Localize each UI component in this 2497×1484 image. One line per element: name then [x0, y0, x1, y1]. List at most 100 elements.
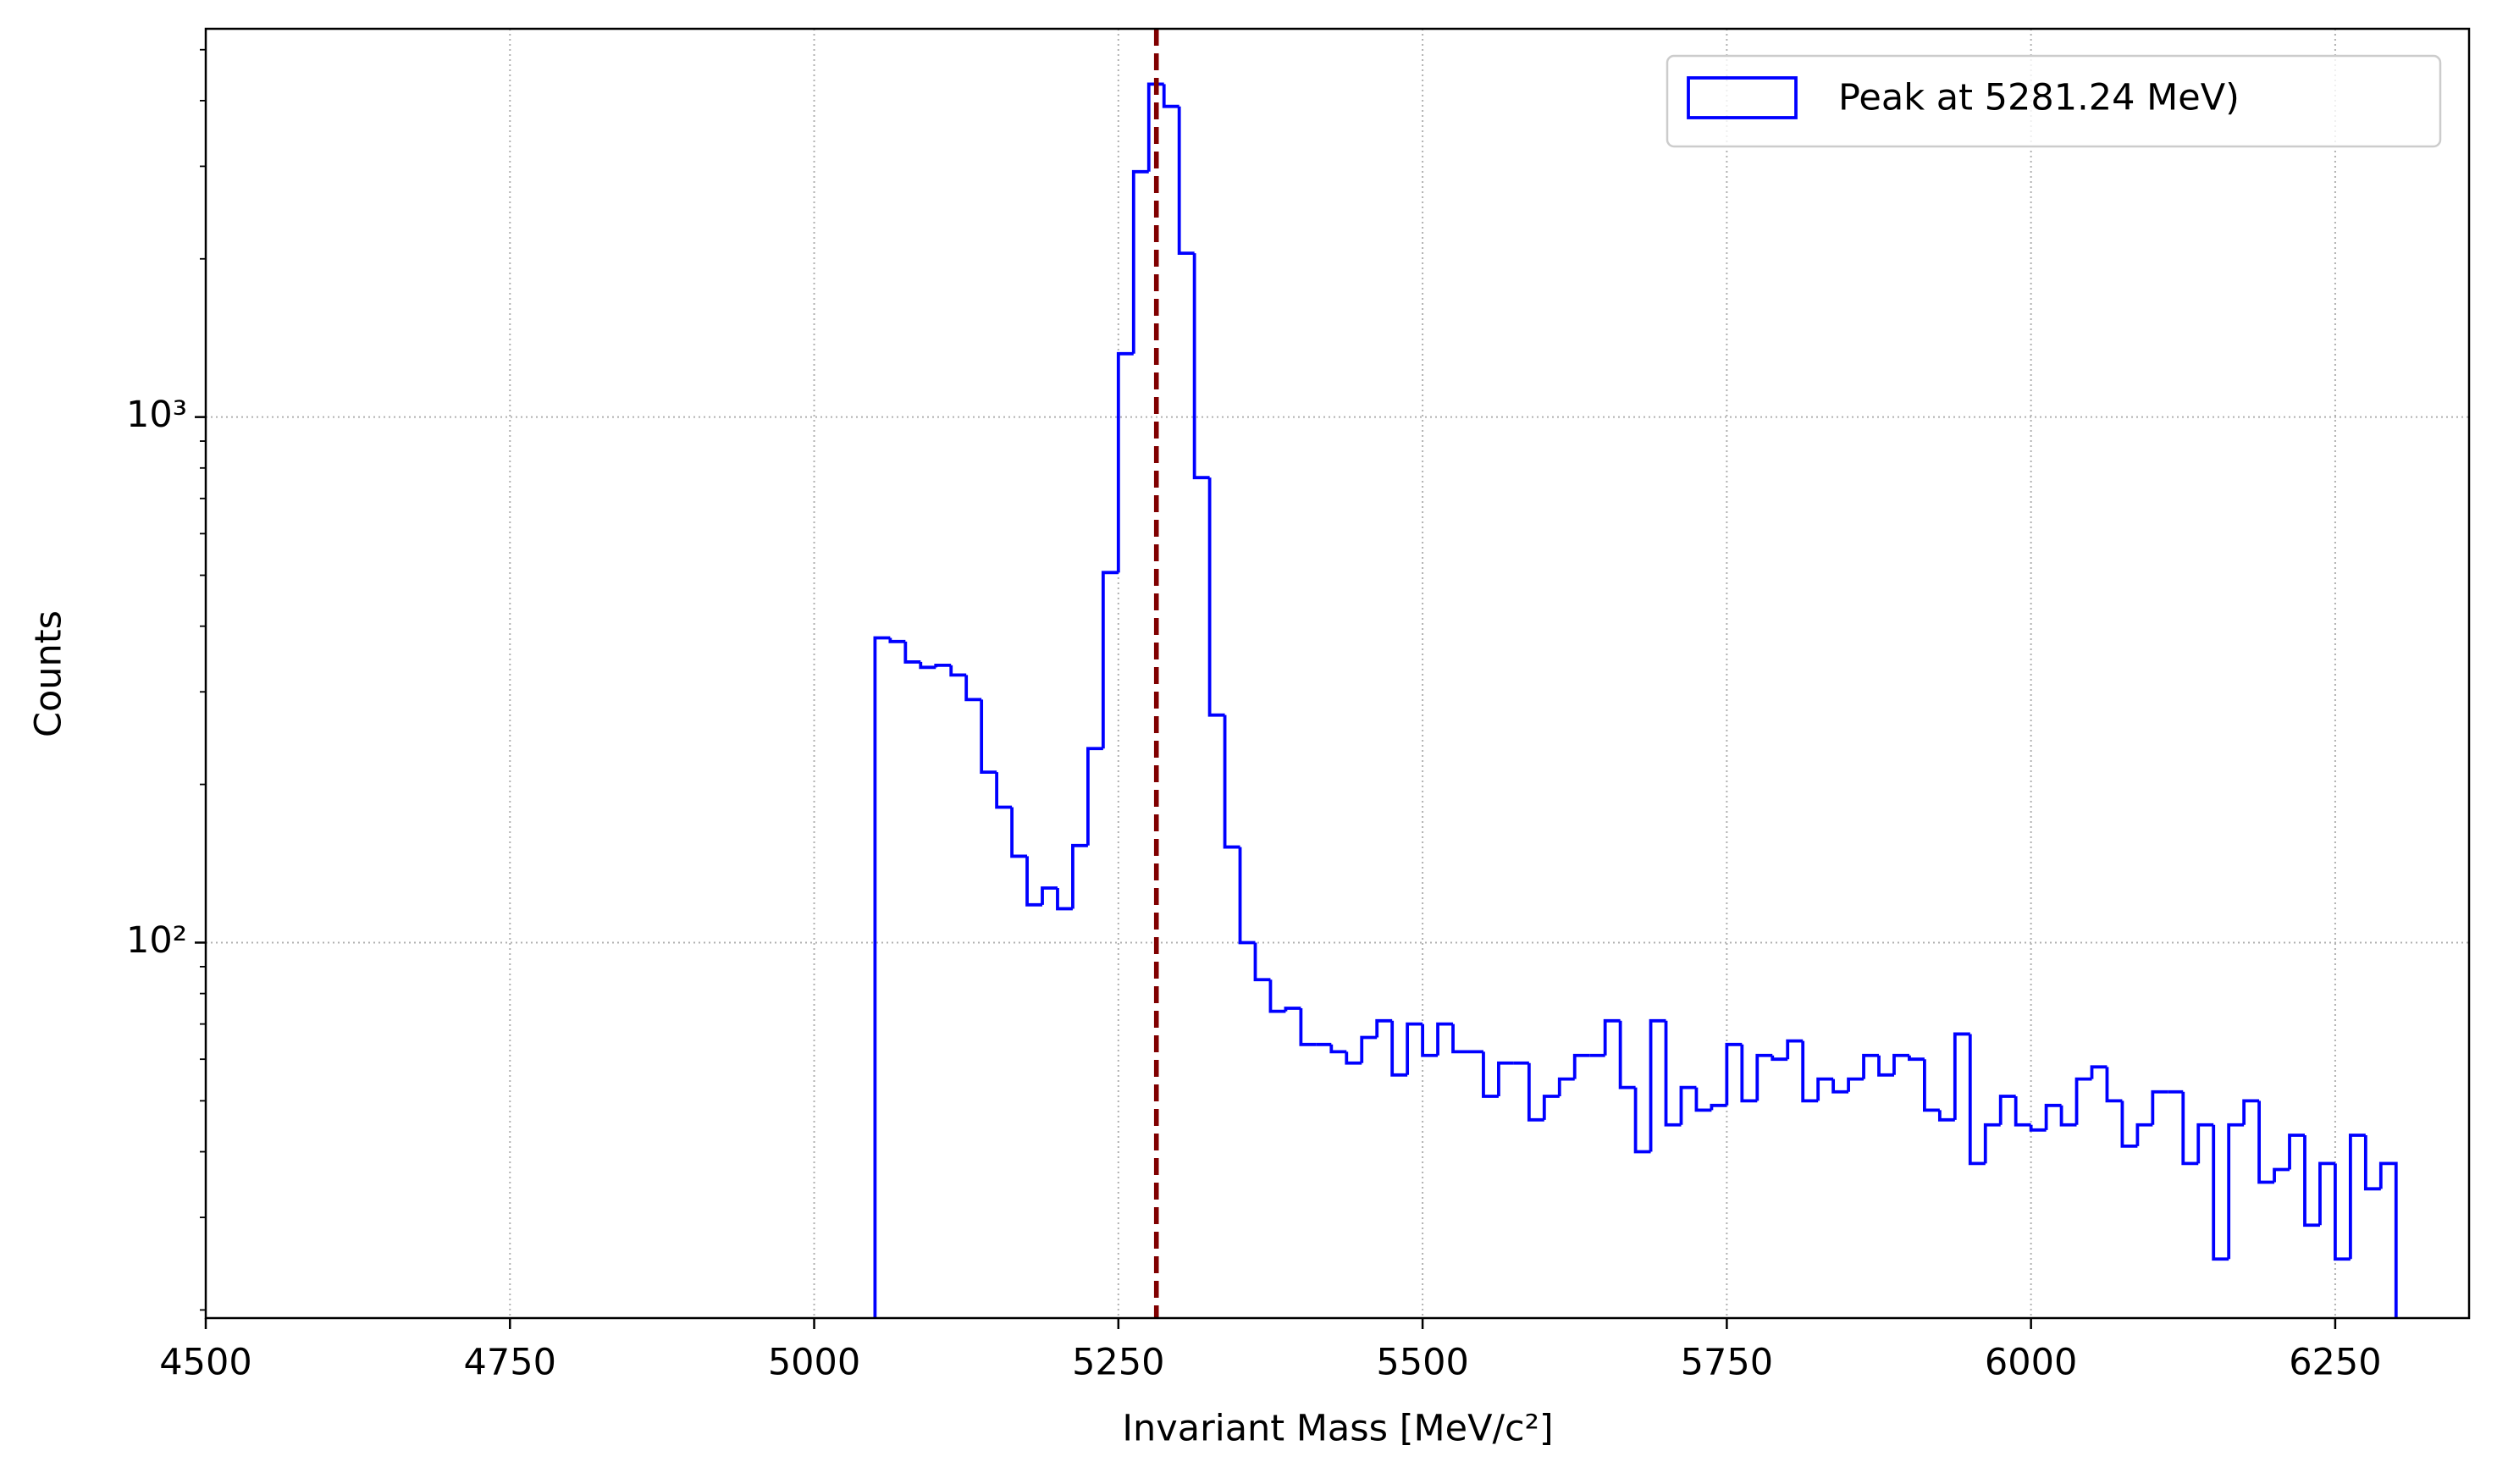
histogram-bin — [1603, 1018, 1621, 1056]
histogram-bin — [1983, 1123, 2001, 1164]
histogram-bin — [1710, 1103, 1727, 1111]
histogram-bin — [1527, 1062, 1544, 1122]
histogram-bin — [2227, 1123, 2245, 1260]
x-tick-label: 5500 — [1376, 1342, 1468, 1384]
histogram-bin — [1192, 253, 1210, 480]
legend-swatch — [1687, 76, 1798, 119]
histogram-bin — [1253, 942, 1271, 982]
x-axis-label: Invariant Mass [MeV/c²] — [1122, 1408, 1553, 1450]
histogram-bin — [2151, 1090, 2168, 1125]
histogram-bin — [1877, 1055, 1894, 1077]
histogram-bin — [964, 675, 982, 702]
x-tick-label: 5750 — [1681, 1342, 1773, 1384]
histogram-bin — [1908, 1055, 1925, 1062]
histogram-bin — [1436, 1022, 1454, 1056]
histogram-bin — [1482, 1051, 1499, 1098]
histogram-bin — [1923, 1059, 1940, 1112]
histogram-bin — [1801, 1040, 1819, 1103]
x-tick-label: 5000 — [768, 1342, 860, 1384]
histogram-bin — [1725, 1042, 1743, 1106]
histogram-bin — [873, 636, 891, 1318]
histogram-bin — [903, 641, 921, 664]
histogram-bin — [980, 699, 997, 775]
histogram-bin — [1406, 1022, 1423, 1075]
histogram-bin — [995, 772, 1013, 809]
legend-label: Peak at 5281.24 MeV) — [1838, 77, 2240, 119]
plot-frame — [204, 27, 2471, 1320]
histogram-bin — [2273, 1167, 2290, 1183]
x-tick-label: 4750 — [464, 1342, 556, 1384]
histogram-bin — [2196, 1123, 2214, 1164]
x-tick-label: 5250 — [1072, 1342, 1164, 1384]
histogram-bin — [2120, 1101, 2138, 1148]
histogram-bin — [1451, 1023, 1468, 1054]
histogram-bin — [2318, 1161, 2335, 1226]
y-axis-label: Counts — [28, 610, 70, 737]
histogram-bin — [1162, 84, 1179, 108]
histogram-bin — [2044, 1103, 2062, 1130]
histogram-bin — [2059, 1105, 2077, 1127]
histogram-bin — [1421, 1023, 1439, 1057]
histogram-bin — [934, 664, 952, 668]
histogram-bin — [1116, 351, 1134, 573]
histogram-bin — [919, 661, 936, 670]
histogram-bin — [1207, 477, 1225, 717]
histogram-bin — [2105, 1067, 2123, 1103]
histogram-bin — [2257, 1101, 2275, 1184]
histogram-bin — [2288, 1134, 2305, 1170]
histogram-bin — [2378, 1161, 2398, 1318]
histogram-bin — [1847, 1077, 1864, 1092]
histogram-bin — [1056, 888, 1073, 911]
histogram-bin — [1375, 1018, 1393, 1038]
x-tick-label: 4500 — [159, 1342, 251, 1384]
histogram-bin — [2242, 1099, 2260, 1125]
histogram-bin — [1041, 886, 1058, 905]
histogram-bin — [2074, 1077, 2092, 1125]
histogram-bin — [1177, 106, 1195, 256]
histogram-bin — [2348, 1134, 2366, 1260]
y-tick-label: 10² — [126, 919, 187, 962]
histogram-bin — [1557, 1077, 1575, 1097]
histogram-bin — [1740, 1044, 1758, 1103]
histogram-bin — [1345, 1051, 1362, 1065]
histogram-bin — [1146, 82, 1164, 172]
histogram-bin — [1223, 714, 1240, 849]
histogram-bin — [1816, 1077, 1834, 1101]
histogram-bin — [1086, 747, 1103, 846]
histogram-bin — [1786, 1039, 1804, 1060]
histogram-bin — [1131, 169, 1149, 354]
histogram-bin — [1572, 1053, 1590, 1079]
histogram-bin — [1679, 1085, 1697, 1125]
histogram-bin — [949, 665, 967, 677]
histogram-bin — [1831, 1079, 1849, 1094]
histogram-bin — [1649, 1018, 1666, 1152]
histogram-bin — [1390, 1020, 1408, 1077]
histogram-bin — [1299, 1008, 1317, 1046]
histogram-bin — [2029, 1124, 2047, 1132]
histogram-bin — [888, 637, 906, 643]
histogram-bin — [2212, 1124, 2229, 1261]
histogram-bin — [2181, 1091, 2199, 1166]
histogram-bin — [1238, 847, 1256, 945]
histogram-bin — [1968, 1034, 1986, 1166]
histogram-bin — [1284, 1007, 1301, 1012]
histogram-bin — [2090, 1065, 2108, 1079]
histogram-bin — [1633, 1087, 1651, 1154]
histogram-bin — [2334, 1163, 2351, 1261]
histogram-bin — [1998, 1095, 2016, 1125]
histogram-bin — [1664, 1020, 1682, 1127]
histogram-bin — [2303, 1135, 2320, 1227]
histogram-bin — [1497, 1061, 1514, 1097]
histogram-bin — [1937, 1110, 1955, 1122]
histogram-bin — [1329, 1044, 1347, 1054]
histogram-bin — [1953, 1032, 1970, 1120]
y-tick-label: 10³ — [126, 394, 187, 436]
histogram-bin — [1618, 1020, 1636, 1090]
histogram-bin — [1862, 1053, 1880, 1079]
histogram-bin — [1542, 1095, 1560, 1120]
histogram-bin — [1360, 1035, 1378, 1063]
histogram-bin — [2014, 1096, 2031, 1127]
x-tick-label: 6250 — [2289, 1342, 2381, 1384]
histogram-bin — [1268, 979, 1286, 1013]
